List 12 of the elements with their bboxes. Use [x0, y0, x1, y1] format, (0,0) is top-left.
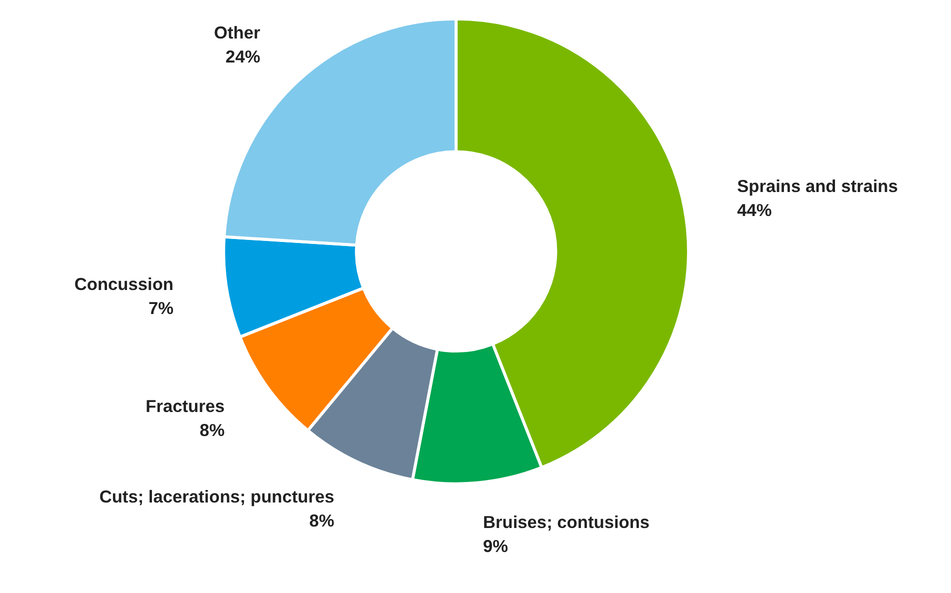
data-label: 8% — [200, 420, 225, 440]
data-label: 44% — [737, 200, 772, 220]
data-label: 7% — [148, 298, 174, 318]
data-label: 8% — [309, 510, 334, 530]
slice-label: Sprains and strains — [737, 176, 898, 196]
data-label: 9% — [483, 536, 508, 556]
slice-label: Fractures — [146, 396, 225, 416]
slice-label: Bruises; contusions — [483, 512, 650, 532]
slice-label: Concussion — [74, 274, 174, 294]
data-label: 24% — [226, 46, 260, 66]
slice-label: Other — [214, 22, 260, 42]
slice-label: Cuts; lacerations; punctures — [99, 486, 334, 506]
